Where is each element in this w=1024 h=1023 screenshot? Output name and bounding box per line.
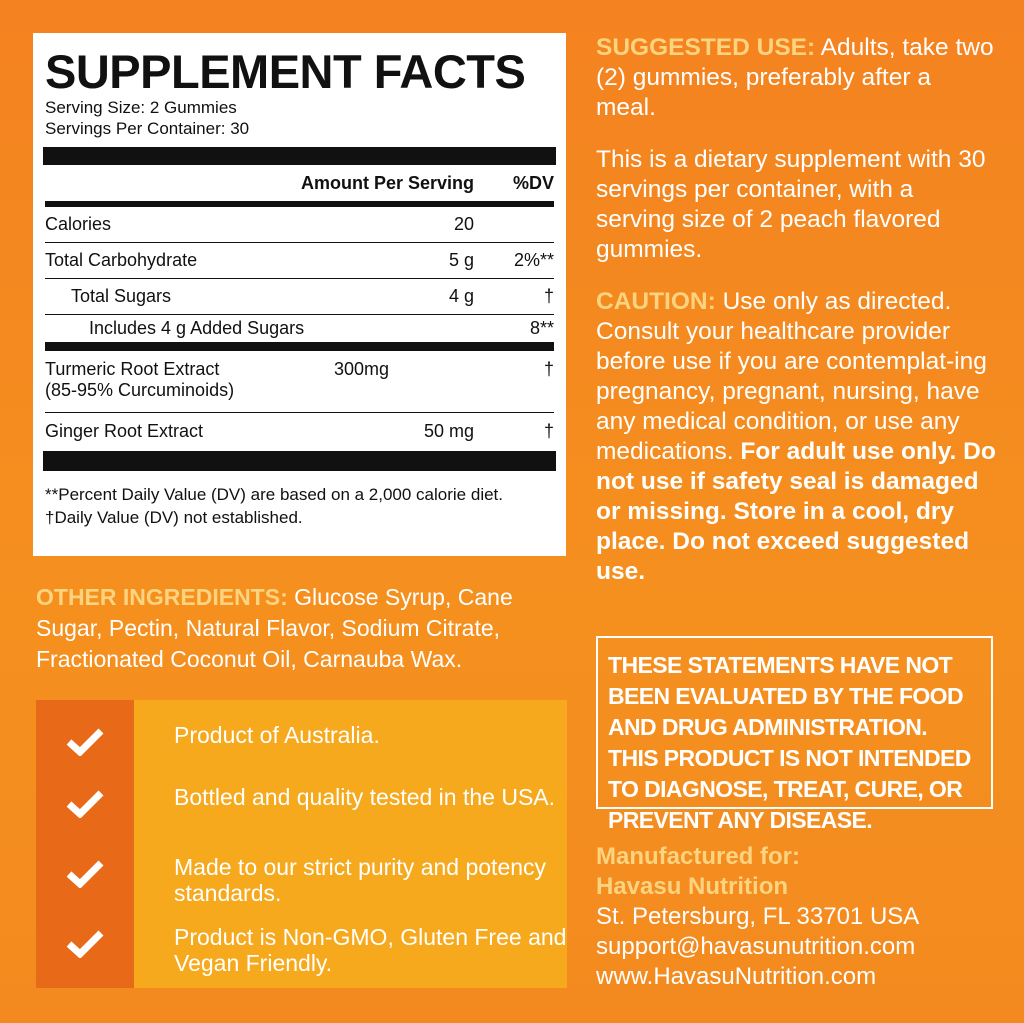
serving-size: Serving Size: 2 Gummies [45,98,237,117]
row-dv: 2%** [513,250,554,270]
fda-disclaimer: These statements have not been evaluated… [596,636,993,833]
caution-bold-text: For adult use only. Do not use if safety… [596,438,996,585]
feature-item: Product is Non-GMO, Gluten Free and Vega… [36,924,567,986]
row-amount: 4 g [448,286,474,306]
check-icon [36,854,134,888]
ingredients-label: OTHER INGREDIENTS: [36,584,288,610]
row-name: Ginger Root Extract [45,420,204,441]
manufacturer-name: Havasu Nutrition [596,873,789,900]
feature-text: Made to our strict purity and potency st… [174,854,547,906]
facts-row: Total Sugars 4 g † [45,279,554,315]
facts-row: Includes 4 g Added Sugars 8** [45,315,554,351]
row-dv: † [543,286,554,306]
dv-header: %DV [512,173,554,193]
feature-text: Product is Non-GMO, Gluten Free and Vega… [174,924,567,976]
manufacturer-label: Manufactured for: [596,843,800,870]
facts-row: Ginger Root Extract 50 mg † [45,413,554,449]
facts-row: Calories 20 [45,207,554,243]
supplement-facts-panel: SUPPLEMENT FACTS Serving Size: 2 Gummies… [33,33,566,556]
other-ingredients: OTHER INGREDIENTS: Glucose Syrup, Cane S… [36,582,571,675]
ingredients-text: Glucose Syrup, Cane Sugar, Pectin, Natur… [36,584,513,672]
feature-text: Product of Australia. [174,722,380,748]
row-amount: 300mg [334,359,390,379]
feature-item: Bottled and quality tested in the USA. [36,784,567,854]
suggested-use-text: Adults, take two (2) gummies, preferably… [596,34,994,121]
check-icon [36,924,134,958]
manufacturer-info: Manufactured for: Havasu Nutrition St. P… [596,842,919,992]
manufacturer-website: www.HavasuNutrition.com [596,963,877,990]
facts-row: Total Carbohydrate 5 g 2%** [45,243,554,279]
footnote-dv: **Percent Daily Value (DV) are based on … [45,485,503,504]
servings-per-container: Servings Per Container: 30 [45,119,250,138]
facts-row: Turmeric Root Extract (85-95% Curcuminoid… [45,351,554,413]
row-amount: 20 [453,214,474,234]
check-icon [36,784,134,818]
footnotes: **Percent Daily Value (DV) are based on … [45,483,554,529]
suggested-use: SUGGESTED USE: Adults, take two (2) gumm… [596,33,996,123]
supplement-info: This is a dietary supplement with 30 ser… [596,146,986,263]
caution: CAUTION: Use only as directed. Consult y… [596,287,996,587]
caution-label: CAUTION: [596,288,716,315]
row-name: Turmeric Root Extract [45,359,220,379]
row-name: Total Sugars [71,286,172,306]
amount-header: Amount Per Serving [300,173,474,193]
right-column: SUGGESTED USE: Adults, take two (2) gumm… [596,33,996,609]
row-name: Total Carbohydrate [45,250,198,270]
features-panel: Product of Australia. Bottled and qualit… [36,700,567,988]
facts-title: SUPPLEMENT FACTS [45,45,526,98]
row-name: Includes 4 g Added Sugars [89,318,305,338]
feature-item: Made to our strict purity and potency st… [36,854,567,924]
row-amount: 5 g [448,250,474,270]
suggested-use-label: SUGGESTED USE: [596,34,816,61]
manufacturer-email: support@havasunutrition.com [596,933,916,960]
check-icon [36,722,134,756]
footnote-dagger: †Daily Value (DV) not established. [45,508,303,527]
row-dv: † [543,359,554,379]
manufacturer-address: St. Petersburg, FL 33701 USA [596,903,920,930]
divider-bar [43,451,556,471]
feature-item: Product of Australia. [36,722,567,784]
caution-text: Use only as directed. Consult your healt… [596,288,987,465]
feature-text: Bottled and quality tested in the USA. [174,784,556,810]
facts-header: Amount Per Serving %DV [45,165,554,207]
row-dv: † [543,420,554,441]
row-name-detail: (85-95% Curcuminoids) [45,380,235,400]
divider-bar [43,147,556,165]
row-dv: 8** [529,318,554,338]
row-name: Calories [45,214,112,234]
row-amount: 50 mg [423,420,474,441]
